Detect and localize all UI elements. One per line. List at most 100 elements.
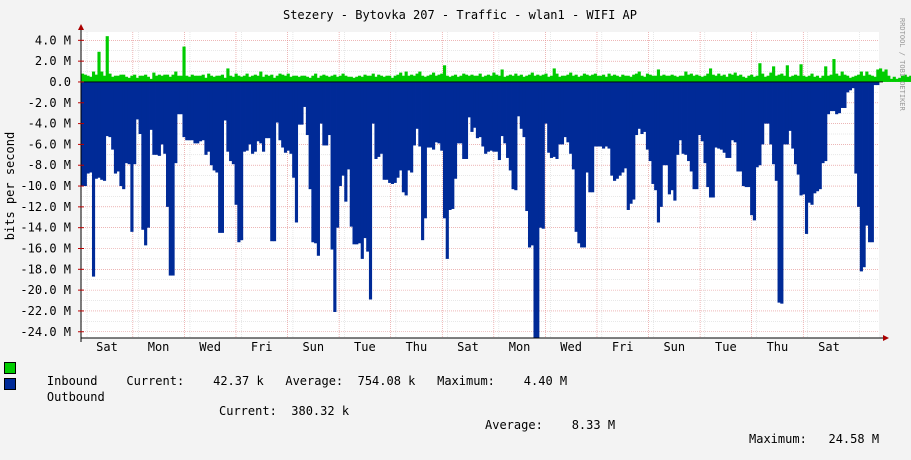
outbound-bar [582,81,586,248]
inbound-bar [149,78,153,82]
outbound-bar [456,81,460,144]
outbound-bar [604,81,608,147]
outbound-bar [873,81,877,86]
x-tick-label: Tue [354,340,376,354]
outbound-bar [251,81,255,154]
outbound-bar [160,81,164,145]
inbound-bar [804,76,809,82]
outbound-bar [459,81,463,144]
outbound-bar [774,81,778,181]
outbound-bar [86,81,90,174]
outbound-bar [643,81,647,132]
outbound-bar [179,81,183,115]
outbound-bar [711,81,715,198]
inbound-bar [223,77,227,82]
inbound-bar [81,73,85,82]
inbound-bar [607,73,611,82]
outbound-bar [818,81,822,190]
inbound-bar [769,72,773,82]
outbound-bar [440,81,444,151]
inbound-bar [859,71,863,82]
outbound-bar [665,81,669,166]
outbound-bar [442,81,447,219]
outbound-bar [791,81,795,149]
inbound-bar [163,74,167,82]
inbound-bar [124,76,129,82]
inbound-bar [168,76,172,82]
outbound-bar [577,81,581,244]
outbound-bar [648,81,652,162]
outbound-bar [673,81,677,201]
inbound-bar [415,73,419,82]
outbound-bar [303,81,307,107]
outbound-bar [525,81,529,212]
outbound-bar [390,81,395,184]
outbound-bar [316,81,320,256]
series-marks [81,36,911,339]
inbound-bar [316,77,320,82]
outbound-bar [108,81,112,138]
outbound-bar [300,81,304,125]
y-tick-label: 2.0 M [35,54,71,68]
outbound-bar [388,81,392,183]
inbound-bar [654,75,658,82]
outbound-bar [267,81,271,139]
outbound-bar [187,81,192,141]
inbound-bar [196,75,200,82]
inbound-bar [286,73,290,82]
outbound-bar [599,81,603,147]
outbound-bar [105,81,109,137]
inbound-bar [558,76,562,82]
outbound-bar [377,81,381,157]
x-tick-label: Sat [457,340,479,354]
outbound-bar [481,81,485,147]
outbound-bar [97,81,101,178]
inbound-bar [220,74,224,82]
outbound-bar [506,81,510,158]
outbound-bar [785,81,789,145]
inbound-bar [338,75,342,82]
outbound-bar [541,81,545,229]
outbound-bar [692,81,696,190]
outbound-bar [396,81,400,178]
inbound-bar [744,77,748,82]
outbound-bar [750,81,754,216]
inbound-bar [618,76,622,82]
inbound-bar [492,72,496,82]
inbound-bar [725,76,729,82]
inbound-bar [889,78,894,82]
inbound-bar [541,74,545,82]
inbound-bar [407,75,411,82]
outbound-bar [837,81,842,114]
inbound-bar [171,74,175,82]
outbound-bar [207,81,211,152]
inbound-bar [245,73,249,82]
inbound-bar [399,72,403,82]
inbound-bar [130,75,134,82]
inbound-bar [862,75,866,82]
outbound-bar [744,81,748,188]
legend-outbound-average-label: Average: [485,418,543,432]
inbound-bar [495,74,499,82]
inbound-bar [489,75,493,82]
inbound-bar [102,75,107,82]
inbound-bar [525,75,529,82]
inbound-bar [368,75,373,82]
inbound-bar [201,74,205,82]
outbound-bar [196,81,200,144]
outbound-bar [714,81,718,148]
legend-inbound-current: 42.37 k [213,374,264,388]
inbound-bar [448,76,452,82]
outbound-bar [256,81,260,142]
outbound-bar [519,81,523,129]
inbound-bar [692,75,696,82]
inbound-bar [179,75,183,82]
outbound-bar [728,81,732,158]
inbound-bar [772,66,776,82]
outbound-bar [615,81,619,179]
inbound-bar [94,74,98,82]
inbound-bar [591,74,595,82]
inbound-bar [377,74,381,82]
outbound-bar [552,81,556,157]
inbound-bar [176,75,181,82]
